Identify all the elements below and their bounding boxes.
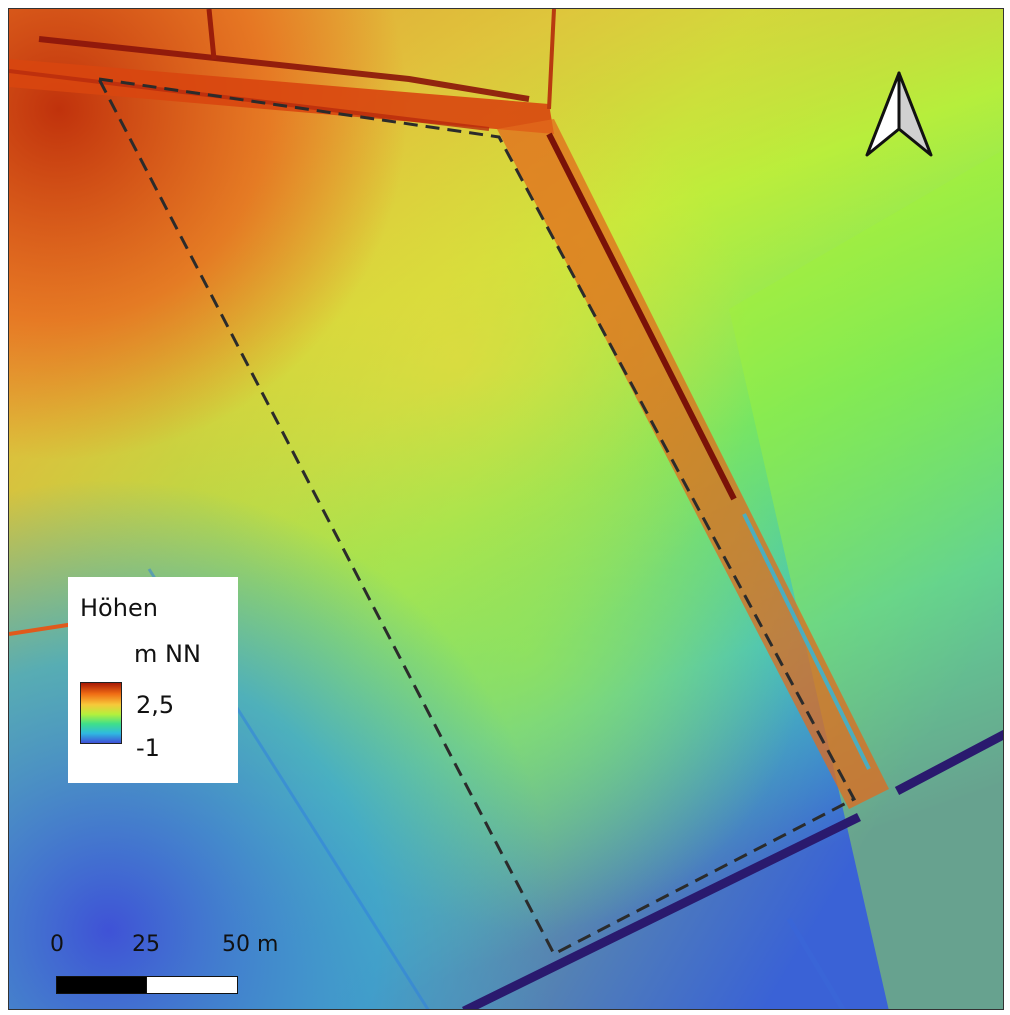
elevation-green-east bbox=[729, 150, 1003, 1009]
parcel-boundary[interactable] bbox=[96, 77, 857, 957]
legend-max-label: 2,5 bbox=[136, 691, 175, 719]
ditch-top-west bbox=[206, 9, 217, 60]
ditch-north bbox=[38, 36, 530, 102]
scale-label-50: 50 m bbox=[222, 932, 279, 957]
legend: Höhen m NN 2,5 -1 bbox=[68, 577, 238, 783]
ditch-diagonal-low bbox=[742, 513, 871, 770]
scale-segment-black bbox=[56, 976, 148, 994]
elevation-map[interactable] bbox=[9, 9, 1004, 1010]
north-arrow-icon bbox=[865, 71, 933, 157]
ditch-top-east bbox=[547, 9, 556, 110]
elevation-low-southwest bbox=[9, 9, 1003, 1009]
ditch-south-cross bbox=[786, 917, 846, 1009]
scale-label-0: 0 bbox=[50, 932, 64, 957]
road-north bbox=[9, 59, 554, 134]
ditch-diagonal bbox=[546, 132, 737, 501]
legend-min-label: -1 bbox=[136, 734, 160, 762]
scale-segment-white bbox=[146, 976, 238, 994]
map-frame bbox=[8, 8, 1004, 1010]
legend-title: Höhen bbox=[80, 594, 158, 622]
ditch-north-2 bbox=[9, 69, 490, 131]
scale-label-25: 25 bbox=[132, 932, 160, 957]
ditch-south bbox=[462, 812, 861, 1009]
ditch-west bbox=[9, 622, 75, 636]
legend-color-ramp bbox=[80, 682, 122, 744]
scale-bar: 0 25 50 m bbox=[40, 932, 300, 1002]
road-diagonal bbox=[497, 119, 889, 809]
ditch-southeast bbox=[894, 730, 1003, 795]
legend-unit: m NN bbox=[134, 640, 201, 668]
